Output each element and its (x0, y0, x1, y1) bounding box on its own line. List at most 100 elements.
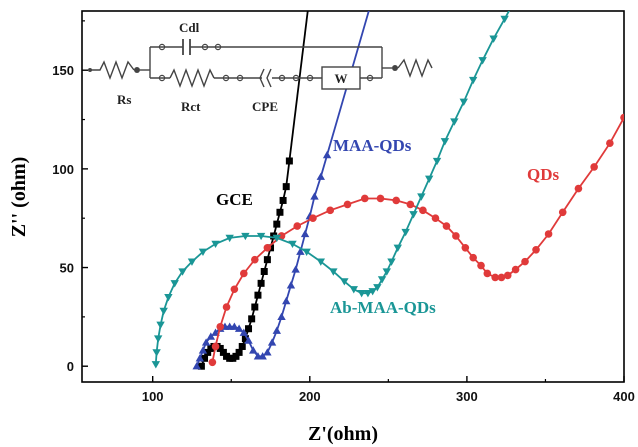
data-point (468, 76, 478, 85)
data-point (195, 354, 205, 362)
rct-resistor (169, 68, 215, 88)
data-point (153, 335, 163, 343)
data-point (357, 290, 366, 298)
data-point (263, 348, 272, 356)
data-point (192, 362, 201, 370)
data-point (329, 268, 338, 276)
data-point (491, 273, 499, 282)
data-point (216, 322, 225, 331)
node-dot (88, 68, 92, 72)
data-point (296, 247, 305, 255)
data-point (376, 194, 385, 203)
y-tick-label: 0 (67, 359, 74, 374)
rs-resistor-right (397, 58, 433, 78)
data-point (277, 232, 286, 240)
data-point (230, 285, 239, 294)
data-point (387, 258, 396, 266)
data-point (409, 211, 418, 219)
data-point (238, 342, 246, 350)
data-point (204, 348, 212, 356)
data-point (469, 253, 477, 262)
data-point (170, 280, 179, 288)
data-point (257, 279, 265, 287)
data-point (497, 273, 506, 282)
data-point (249, 346, 258, 354)
data-point (197, 362, 205, 370)
cdl-label: Cdl (179, 20, 200, 35)
data-point (216, 344, 224, 352)
data-point (263, 244, 272, 252)
x-tick-label: 200 (299, 389, 321, 404)
data-point (452, 232, 460, 240)
data-point (363, 290, 373, 298)
data-point (288, 240, 297, 249)
data-point (478, 57, 487, 65)
y-tick-label: 100 (52, 162, 74, 177)
series-layer (151, 0, 624, 370)
data-point (419, 206, 427, 215)
data-point (251, 303, 259, 311)
x-tick-label: 400 (613, 389, 635, 404)
node-dot (366, 74, 374, 82)
data-point (377, 276, 387, 284)
data-point (392, 196, 401, 205)
data-point (373, 284, 382, 292)
series-label-qds: QDs (527, 165, 560, 184)
data-point (239, 328, 249, 336)
data-point (293, 222, 302, 230)
data-point (241, 232, 250, 241)
y-tick-label: 50 (60, 261, 74, 276)
data-point (393, 244, 402, 253)
data-point (235, 348, 243, 356)
node-dot (214, 43, 222, 51)
series-line (211, 117, 624, 363)
data-point (232, 352, 240, 360)
data-point (503, 271, 512, 280)
data-point (211, 240, 220, 249)
data-point (316, 172, 325, 180)
data-point (417, 193, 426, 201)
data-point (156, 321, 165, 329)
node-dot (236, 74, 244, 82)
data-point (483, 269, 492, 278)
node-dot (134, 67, 140, 73)
data-point (230, 322, 239, 330)
data-point (590, 163, 598, 171)
data-point (368, 288, 377, 296)
equivalent-circuit-inset: Rs Cdl Rct CPE W (88, 20, 433, 114)
data-point (245, 325, 253, 333)
data-point (461, 244, 470, 252)
data-point (244, 336, 253, 344)
data-point (219, 348, 227, 356)
y-tick-label: 150 (52, 63, 74, 78)
data-point (240, 269, 248, 278)
data-point (251, 255, 259, 264)
data-point (300, 229, 310, 238)
data-point (152, 349, 161, 357)
data-point (164, 293, 173, 302)
rs-resistor (90, 60, 135, 80)
tick-labels: 100 200 300 400 0 50 100 150 (52, 63, 635, 404)
node-dot (278, 74, 286, 82)
data-point (302, 248, 311, 256)
data-point (282, 296, 291, 305)
node-dot (306, 74, 314, 82)
series-tail (288, 11, 309, 162)
data-point (201, 354, 209, 362)
data-point (442, 222, 451, 230)
data-point (511, 0, 519, 3)
data-point (322, 150, 332, 159)
cpe-element (259, 68, 265, 88)
data-point (544, 230, 553, 238)
data-point (349, 286, 358, 294)
data-point (256, 232, 266, 241)
data-point (291, 265, 300, 273)
data-point (382, 268, 391, 276)
rct-label: Rct (181, 99, 201, 114)
data-point (187, 258, 197, 266)
data-point (285, 157, 293, 165)
data-point (282, 183, 290, 191)
node-dot (158, 43, 166, 51)
data-point (272, 234, 282, 243)
data-point (222, 303, 231, 311)
